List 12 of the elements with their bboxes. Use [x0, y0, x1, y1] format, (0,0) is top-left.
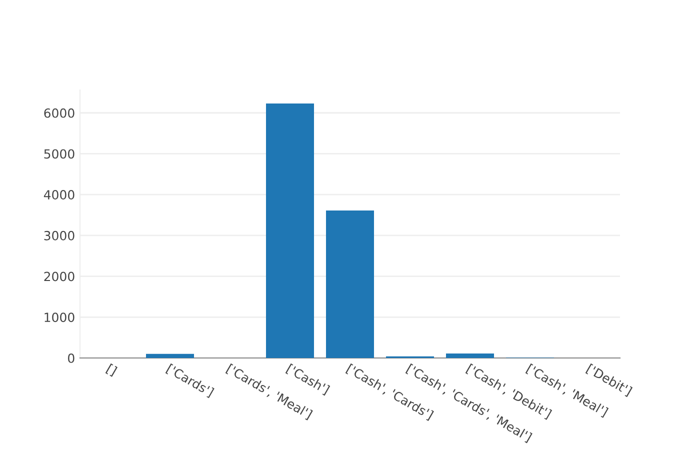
y-tick-label: 5000 — [44, 149, 74, 159]
bar — [266, 103, 314, 358]
y-tick-label: 1000 — [44, 312, 74, 322]
bar — [326, 210, 374, 358]
y-tick-label: 4000 — [44, 190, 74, 200]
y-tick-label: 3000 — [44, 230, 74, 240]
y-tick-label: 6000 — [44, 108, 74, 118]
y-tick-label: 0 — [68, 353, 74, 363]
x-tick-label: [] — [105, 363, 118, 377]
bar — [446, 354, 494, 358]
bar — [146, 354, 194, 358]
y-tick-label: 2000 — [44, 272, 74, 282]
